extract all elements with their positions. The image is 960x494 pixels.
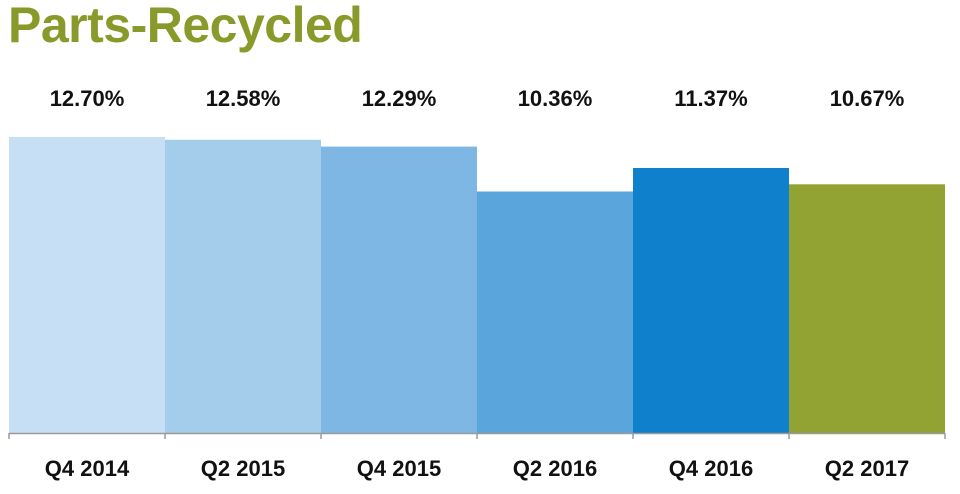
- value-label: 11.37%: [674, 86, 747, 111]
- bars-group: [9, 137, 945, 434]
- x-axis: [8, 432, 946, 439]
- bar-q4-2016: [633, 168, 789, 433]
- value-label: 10.67%: [830, 86, 905, 111]
- value-labels-group: 12.70% 12.58% 12.29% 10.36% 11.37% 10.67%: [50, 86, 905, 111]
- bar-q2-2017: [789, 184, 945, 433]
- bar-q2-2016: [477, 191, 633, 433]
- bar-q2-2015: [165, 139, 321, 434]
- category-tick-label: Q2 2016: [513, 456, 597, 481]
- bar-q4-2014: [9, 137, 165, 433]
- bar-q4-2015: [321, 146, 477, 433]
- chart-title: Parts-Recycled: [8, 0, 363, 53]
- category-labels-group: Q4 2014 Q2 2015 Q4 2015 Q2 2016 Q4 2016 Q2 20…: [45, 456, 909, 481]
- category-tick-label: Q4 2014: [45, 456, 130, 481]
- category-tick-label: Q2 2017: [825, 456, 909, 481]
- value-label: 12.70%: [50, 86, 125, 111]
- category-tick-label: Q4 2016: [669, 456, 753, 481]
- value-label: 12.29%: [362, 86, 437, 111]
- value-label: 10.36%: [518, 86, 593, 111]
- category-tick-label: Q2 2015: [201, 456, 285, 481]
- value-label: 12.58%: [206, 86, 281, 111]
- category-tick-label: Q4 2015: [357, 456, 441, 481]
